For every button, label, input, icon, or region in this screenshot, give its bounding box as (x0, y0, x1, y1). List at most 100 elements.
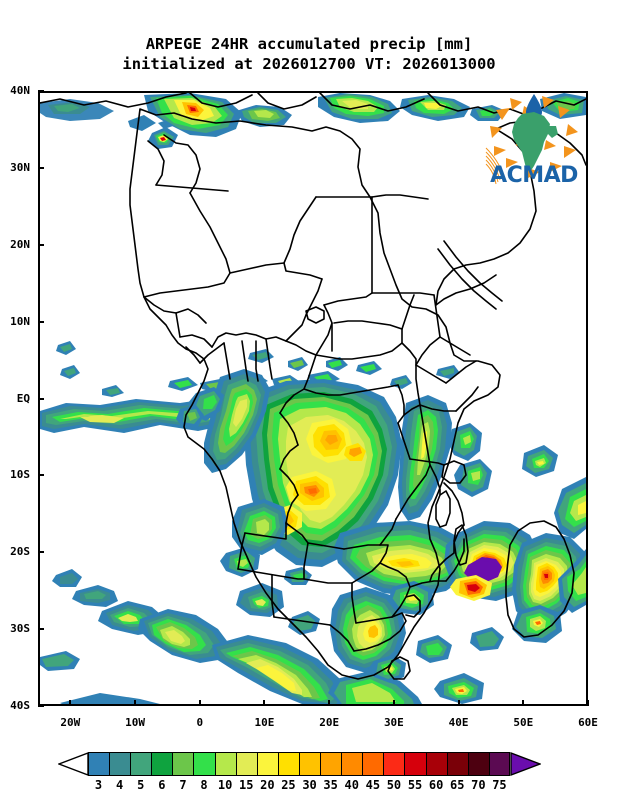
colorbar-label: 8 (200, 778, 208, 792)
lon-tickmark (198, 700, 201, 706)
logo-hatch (485, 147, 505, 185)
colorbar-label: 20 (260, 778, 275, 792)
colorbar-cell (298, 752, 321, 776)
precip-south-africa (330, 587, 504, 704)
title-line-2: initialized at 2026012700 VT: 2026013000 (122, 55, 496, 73)
colorbar-cell (130, 752, 152, 776)
colorbar-label: 45 (365, 778, 381, 792)
colorbar-label: 15 (239, 778, 254, 792)
colorbar-cell (341, 752, 363, 776)
colorbar-label: 4 (116, 778, 124, 792)
colorbar-label: 30 (302, 778, 317, 792)
lat-tickmark (38, 705, 44, 707)
lat-tick-label: 40N (10, 84, 30, 97)
lat-tick-label: 30N (10, 160, 30, 174)
lon-tickmark (263, 700, 266, 706)
colorbar-label: 75 (492, 778, 507, 792)
lat-tickmark (38, 474, 44, 477)
lon-tick-label: 30E (383, 716, 404, 729)
colorbar-cell (446, 752, 468, 776)
colorbar-cell (172, 752, 194, 776)
colorbar-cell (362, 752, 384, 776)
chart-title: ARPEGE 24HR accumulated precip [mm] init… (0, 34, 618, 74)
lat-tickmark (38, 397, 44, 400)
colorbar-cells (88, 752, 510, 776)
lon-tick-label: 20E (319, 716, 340, 729)
colorbar-label: 25 (281, 778, 296, 792)
longitude-axis: 20W 10W 0 10E 20E 30E 40E 50E 60E (38, 709, 598, 729)
colorbar-cell (151, 752, 173, 776)
lon-tickmark (69, 700, 72, 706)
colorbar-cell (320, 752, 342, 776)
lon-tick-label: 0 (196, 716, 204, 729)
precip-angola (220, 499, 288, 577)
lat-tick-label: 40S (10, 699, 30, 712)
colorbar-cell (383, 752, 405, 776)
lon-tick-label: 10E (254, 716, 275, 729)
colorbar-cell (277, 752, 299, 776)
acmad-logo: ACMAD (484, 92, 584, 188)
colorbar-label: 5 (137, 778, 145, 792)
colorbar-label: 55 (407, 778, 423, 792)
lon-tick-label: 40E (448, 716, 469, 729)
precipitation-map (40, 93, 586, 704)
colorbar-cell (425, 752, 447, 776)
colorbar-tick-labels: 3 4 5 6 7 8 10 15 20 25 30 35 40 45 50 55 60 65 70 75 (0, 778, 618, 794)
precip-scattered-cells (56, 341, 460, 389)
colorbar-cell (404, 752, 426, 776)
colorbar-label: 10 (217, 778, 233, 792)
colorbar-label: 40 (344, 778, 359, 792)
lat-tick-label: 30S (10, 622, 30, 636)
lat-tick-label: 20S (10, 545, 30, 559)
colorbar-label: 70 (471, 778, 486, 792)
colorbar-cell (235, 752, 257, 776)
lon-tickmark (522, 700, 525, 706)
colorbar: 3 4 5 6 7 8 10 15 20 25 30 35 40 45 50 55 60 65 70 75 (0, 748, 618, 794)
lon-tickmark (587, 700, 589, 706)
lon-tickmark (328, 700, 331, 706)
lon-tick-label: 50E (513, 716, 534, 729)
colorbar-label: 7 (179, 778, 187, 792)
precip-gulf-of-guinea (176, 369, 270, 473)
precip-sw-indian-ocean (522, 445, 586, 613)
lat-tickmark (38, 166, 44, 169)
lat-tick-label: 10S (10, 468, 30, 482)
precip-east-africa (398, 395, 492, 521)
precip-kalahari (236, 567, 320, 635)
colorbar-cell (256, 752, 278, 776)
lon-tickmark (457, 700, 460, 706)
colorbar-label: 6 (158, 778, 166, 792)
lat-tick-label: 20N (10, 237, 30, 251)
precip-south-atlantic-front (40, 569, 422, 704)
lat-tickmark (38, 628, 44, 631)
map-plot-frame (38, 91, 588, 706)
lat-tickmark (38, 551, 44, 554)
lat-tickmark (38, 320, 44, 323)
lon-tick-label: 60E (578, 716, 598, 729)
colorbar-under-arrow (58, 752, 89, 776)
lat-tick-label: EQ (16, 391, 30, 405)
colorbar-label: 60 (428, 778, 444, 792)
coastlines-and-borders (40, 93, 586, 680)
lat-tick-label: 10N (10, 314, 30, 328)
title-line-1: ARPEGE 24HR accumulated precip [mm] (145, 35, 473, 53)
lat-tickmark (38, 90, 44, 92)
colorbar-over-arrow (510, 752, 541, 776)
colorbar-cell (467, 752, 489, 776)
lon-tickmark (392, 700, 395, 706)
lat-tickmark (38, 243, 44, 246)
lon-tickmark (134, 700, 137, 706)
colorbar-cell (193, 752, 215, 776)
colorbar-cell (488, 752, 510, 776)
colorbar-label: 50 (386, 778, 402, 792)
precip-madagascar (512, 533, 586, 643)
latitude-axis: 40N 30N 20N 10N EQ 10S 20S 30S 40S (0, 85, 34, 711)
colorbar-cell (109, 752, 131, 776)
lon-tick-label: 10W (125, 716, 145, 729)
colorbar-label: 65 (450, 778, 465, 792)
lon-tick-label: 20W (60, 716, 81, 729)
africa-silhouette-icon (512, 112, 558, 172)
colorbar-label: 3 (94, 778, 103, 792)
colorbar-label: 35 (323, 778, 338, 792)
logo-text: ACMAD (490, 163, 578, 188)
